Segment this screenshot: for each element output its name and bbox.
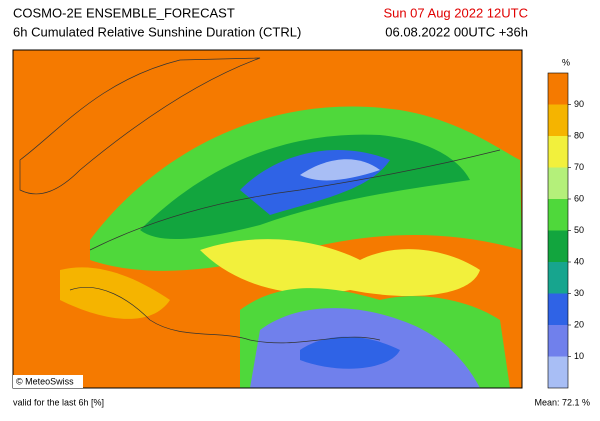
colorbar-bin [548,230,568,262]
colorbar-tick-label: 40 [574,256,584,266]
colorbar-bin [548,199,568,231]
colorbar-tick-label: 10 [574,351,584,361]
colorbar-tick-label: 70 [574,162,584,172]
colorbar-tick-label: 50 [574,225,584,235]
title: COSMO-2E ENSEMBLE_FORECAST [13,5,235,20]
map-field [13,50,522,388]
colorbar-bin [548,136,568,168]
colorbar-tick-label: 90 [574,99,584,109]
colorbar: 10 20 30 40 50 60 70 80 90 [547,72,584,389]
colorbar-bin [548,262,568,294]
colorbar-bin [548,356,568,388]
credit: © MeteoSwiss [16,376,74,386]
colorbar-bin [548,104,568,136]
footer-note: valid for the last 6h [%] [13,397,104,407]
colorbar-unit: % [562,57,570,67]
colorbar-tick-label: 80 [574,130,584,140]
colorbar-bin [548,293,568,325]
subtitle: 6h Cumulated Relative Sunshine Duration … [13,24,301,39]
colorbar-tick-label: 30 [574,288,584,298]
run-info: 06.08.2022 00UTC +36h [385,24,528,39]
colorbar-bin [548,167,568,199]
colorbar-bin [548,73,568,105]
colorbar-tick-label: 20 [574,319,584,329]
colorbar-tick-label: 60 [574,193,584,203]
footer-mean: Mean: 72.1 % [534,397,590,407]
valid-date: Sun 07 Aug 2022 12UTC [383,5,528,20]
colorbar-bin [548,325,568,357]
credit-box [13,375,83,388]
map-frame [12,49,523,389]
